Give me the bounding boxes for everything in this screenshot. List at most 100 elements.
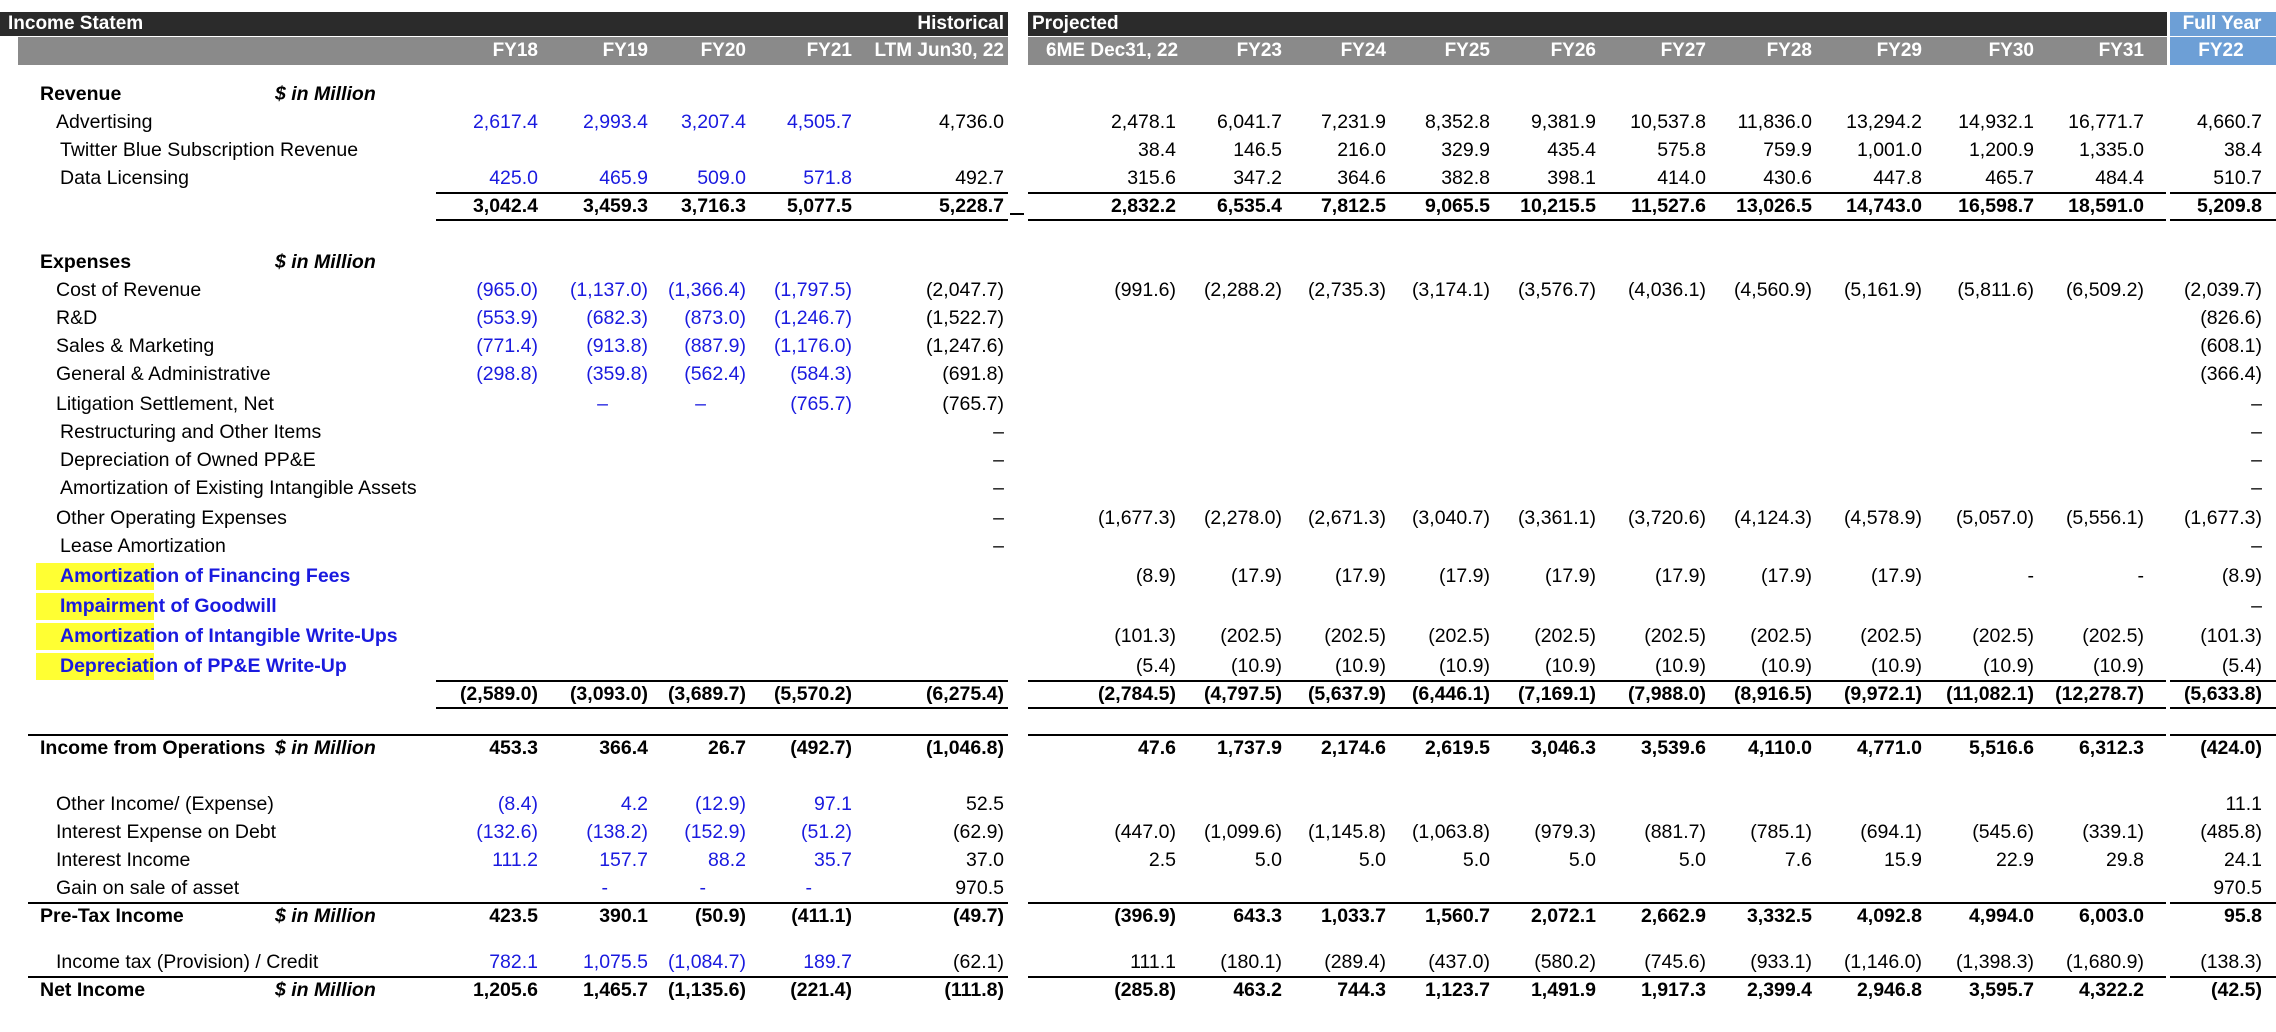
full-year-header-bar (2170, 12, 2276, 36)
cell-fy18: (132.6) (476, 821, 538, 843)
cell-fy22: – (2251, 421, 2262, 443)
cell-fy23: (17.9) (1231, 565, 1282, 587)
cell-fy25: 382.8 (1441, 167, 1490, 189)
cell-fy20: 26.7 (708, 737, 746, 759)
column-header: FY19 (602, 40, 648, 61)
cell-fy26: 5.0 (1568, 849, 1596, 871)
cell-fy22: 11.1 (2225, 793, 2262, 815)
cell-fy29: 447.8 (1873, 167, 1922, 189)
cell-fy28: (4,124.3) (1733, 507, 1812, 529)
cell-fy22: (608.1) (2200, 335, 2262, 357)
row-amortization-of-existing-intangible-assets: Amortization of Existing Intangible Asse… (0, 474, 2276, 502)
cell-ltm-jun30-22: (62.9) (953, 821, 1004, 843)
cell-fy29: (5,161.9) (1843, 279, 1922, 301)
cell-6me-dec31-22: (101.3) (1114, 625, 1176, 647)
row-label: Income from Operations (40, 737, 266, 759)
subtotal-overline (436, 192, 1008, 194)
row-label: Pre-Tax Income (40, 905, 184, 927)
cell-fy21: (221.4) (790, 979, 852, 1001)
cell-fy21: (492.7) (790, 737, 852, 759)
cell-fy31: (339.1) (2082, 821, 2144, 843)
cell-fy28: 430.6 (1763, 167, 1812, 189)
cell-fy25: 2,619.5 (1424, 737, 1490, 759)
cell-6me-dec31-22: 2,832.2 (1110, 195, 1176, 217)
cell-fy20: (152.9) (684, 821, 746, 843)
section-gap-mark (1010, 213, 1024, 215)
projected-columns-bar (1028, 37, 2167, 65)
cell-fy19: (138.2) (586, 821, 648, 843)
cell-fy23: (180.1) (1220, 951, 1282, 973)
cell-fy28: 3,332.5 (1746, 905, 1812, 927)
cell-fy30: 22.9 (1996, 849, 2034, 871)
historical-label: Historical (917, 13, 1004, 34)
row-label: General & Administrative (56, 363, 271, 385)
cell-fy26: (3,576.7) (1517, 279, 1596, 301)
cell-fy24: (202.5) (1324, 625, 1386, 647)
cell-fy27: 575.8 (1657, 139, 1706, 161)
unit-label: $ in Million (275, 83, 376, 105)
total-overline (1028, 734, 2166, 736)
unit-label: $ in Million (275, 251, 376, 273)
cell-fy22: (485.8) (2200, 821, 2262, 843)
cell-6me-dec31-22: (8.9) (1135, 565, 1176, 587)
cell-fy24: 744.3 (1337, 979, 1386, 1001)
cell-fy28: 11,836.0 (1737, 111, 1812, 133)
cell-fy21: 97.1 (814, 793, 852, 815)
cell-fy19: (359.8) (586, 363, 648, 385)
subtotal-overline (1028, 680, 2166, 682)
row-label: Income tax (Provision) / Credit (56, 951, 319, 973)
cell-fy29: (9,972.1) (1843, 683, 1922, 705)
column-header: FY26 (1550, 40, 1596, 61)
row-interest-income: Interest Income 111.2 157.7 88.2 35.7 37.0 2.5… (0, 846, 2276, 874)
cell-6me-dec31-22: 38.4 (1138, 139, 1176, 161)
row-interest-expense-on-debt: Interest Expense on Debt (132.6) (138.2) (1… (0, 818, 2276, 846)
highlight-marker (36, 593, 154, 620)
cell-fy27: 5.0 (1678, 849, 1706, 871)
row-sales-marketing: Sales & Marketing (771.4) (913.8) (887.9) (1… (0, 332, 2276, 360)
cell-fy21: 35.7 (814, 849, 852, 871)
unit-label: $ in Million (275, 979, 376, 1001)
cell-fy20: 509.0 (697, 167, 746, 189)
cell-fy19: 465.9 (599, 167, 648, 189)
cell-fy22: 510.7 (2213, 167, 2262, 189)
cell-fy29: (202.5) (1860, 625, 1922, 647)
cell-fy30: 14,932.1 (1958, 111, 2034, 133)
cell-fy20: (887.9) (684, 335, 746, 357)
cell-fy20: 88.2 (708, 849, 746, 871)
row-label: R&D (56, 307, 98, 329)
cell-fy20: (1,084.7) (667, 951, 746, 973)
cell-fy24: 2,174.6 (1320, 737, 1386, 759)
cell-ltm-jun30-22: – (993, 477, 1004, 499)
cell-fy22: 970.5 (2213, 877, 2262, 899)
cell-fy22: (366.4) (2200, 363, 2262, 385)
cell-fy24: 216.0 (1337, 139, 1386, 161)
cell-fy31: (202.5) (2082, 625, 2144, 647)
cell-fy23: 6,535.4 (1216, 195, 1282, 217)
cell-fy21: 5,077.5 (786, 195, 852, 217)
cell-fy28: (785.1) (1750, 821, 1812, 843)
cell-fy18: (771.4) (476, 335, 538, 357)
subtotal-overline (1028, 192, 2166, 194)
row-impairment-of-goodwill: Impairment of Goodwill – (0, 592, 2276, 620)
cell-fy30: 3,595.7 (1968, 979, 2034, 1001)
cell-ltm-jun30-22: – (993, 421, 1004, 443)
cell-fy24: (2,735.3) (1307, 279, 1386, 301)
cell-fy21: (584.3) (790, 363, 852, 385)
cell-fy23: (2,288.2) (1203, 279, 1282, 301)
cell-fy18: (298.8) (476, 363, 538, 385)
cell-fy20: (12.9) (695, 793, 746, 815)
cell-fy18: (2,589.0) (459, 683, 538, 705)
cell-fy22: 95.8 (2224, 905, 2262, 927)
row-label: Advertising (56, 111, 153, 133)
cell-fy30: 465.7 (1985, 167, 2034, 189)
cell-fy28: (8,916.5) (1733, 683, 1812, 705)
cell-fy29: 14,743.0 (1846, 195, 1922, 217)
cell-fy25: (1,063.8) (1411, 821, 1490, 843)
row-label: Restructuring and Other Items (60, 421, 322, 443)
row-other-income-expense: Other Income/ (Expense) (8.4) 4.2 (12.9) 97.… (0, 790, 2276, 818)
cell-ltm-jun30-22: – (993, 449, 1004, 471)
cell-fy18: 2,617.4 (472, 111, 538, 133)
historical-columns-bar (18, 37, 1008, 65)
cell-6me-dec31-22: 2.5 (1148, 849, 1176, 871)
